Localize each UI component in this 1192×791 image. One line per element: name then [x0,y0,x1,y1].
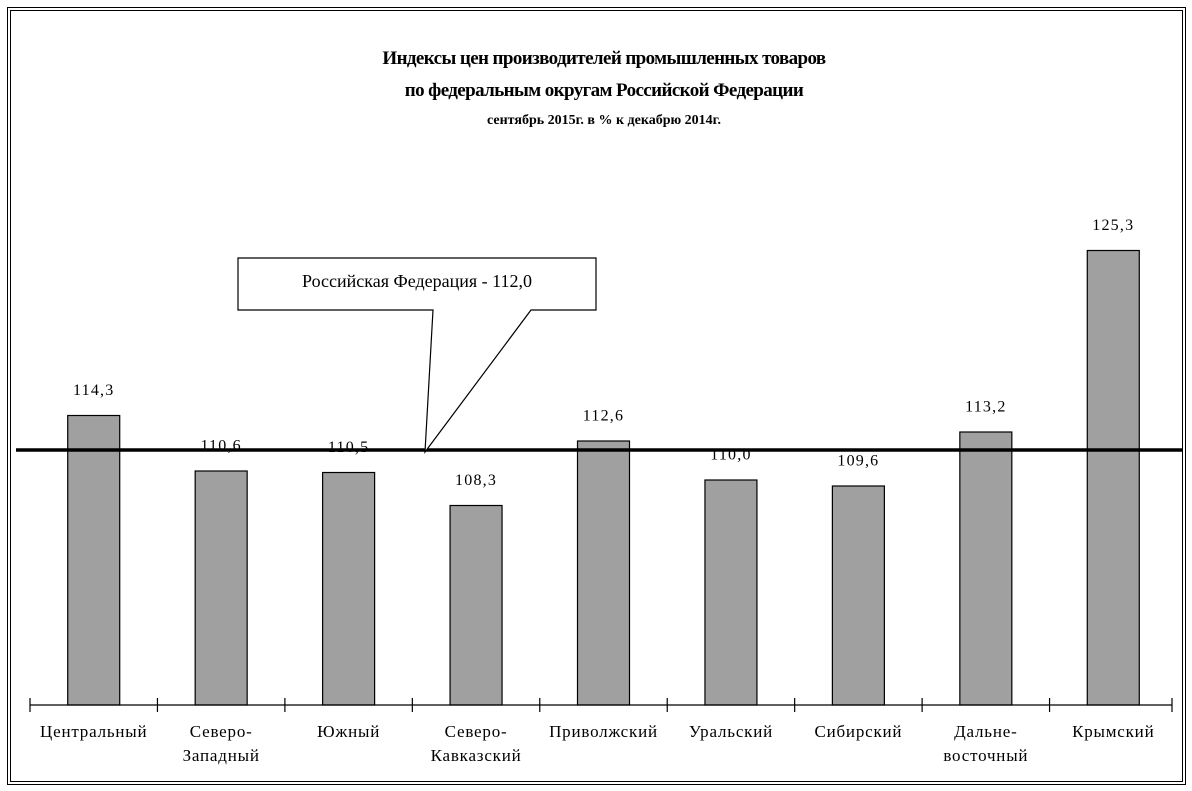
x-tick-label: Крымский [1072,722,1154,741]
frame [7,7,1186,785]
bar [704,479,758,706]
value-label: 110,6 [200,438,241,455]
callout [237,257,597,454]
bar [322,471,376,706]
x-tick-label: Северо-Западный [183,722,260,765]
value-label: 112,6 [583,408,624,425]
x-tick-label: Дальне-восточный [943,722,1028,765]
bar [194,470,248,706]
frame-inner [10,10,1183,782]
plot: 114,3 Центральный 110,6 Северо-Западный 110,… [16,217,1182,765]
bar [1086,249,1140,706]
x-tick-label: Северо-Кавказский [431,722,522,765]
x-tick-label: Приволжский [549,722,658,741]
value-label: 113,2 [965,399,1006,416]
bar [449,504,503,706]
value-label: 109,6 [837,453,879,470]
bar [576,440,631,706]
value-label: 108,3 [455,472,497,489]
x-tick-label: Уральский [689,722,773,741]
bar [959,431,1013,706]
value-label: 110,5 [328,439,369,456]
x-tick-label: Центральный [40,722,147,741]
value-label: 125,3 [1092,217,1134,234]
value-label: 114,3 [73,382,114,399]
chart-subtitle: сентябрь 2015г. в % к декабрю 2014г. [487,113,721,128]
chart-title: Индексы цен производителей промышленных … [382,48,826,101]
x-tick-label: Сибирский [814,722,902,741]
bar [67,414,121,706]
annotation: Российская Федерация - 112,0 [302,271,532,291]
bar [831,485,885,706]
x-tick-label: Южный [317,722,380,741]
